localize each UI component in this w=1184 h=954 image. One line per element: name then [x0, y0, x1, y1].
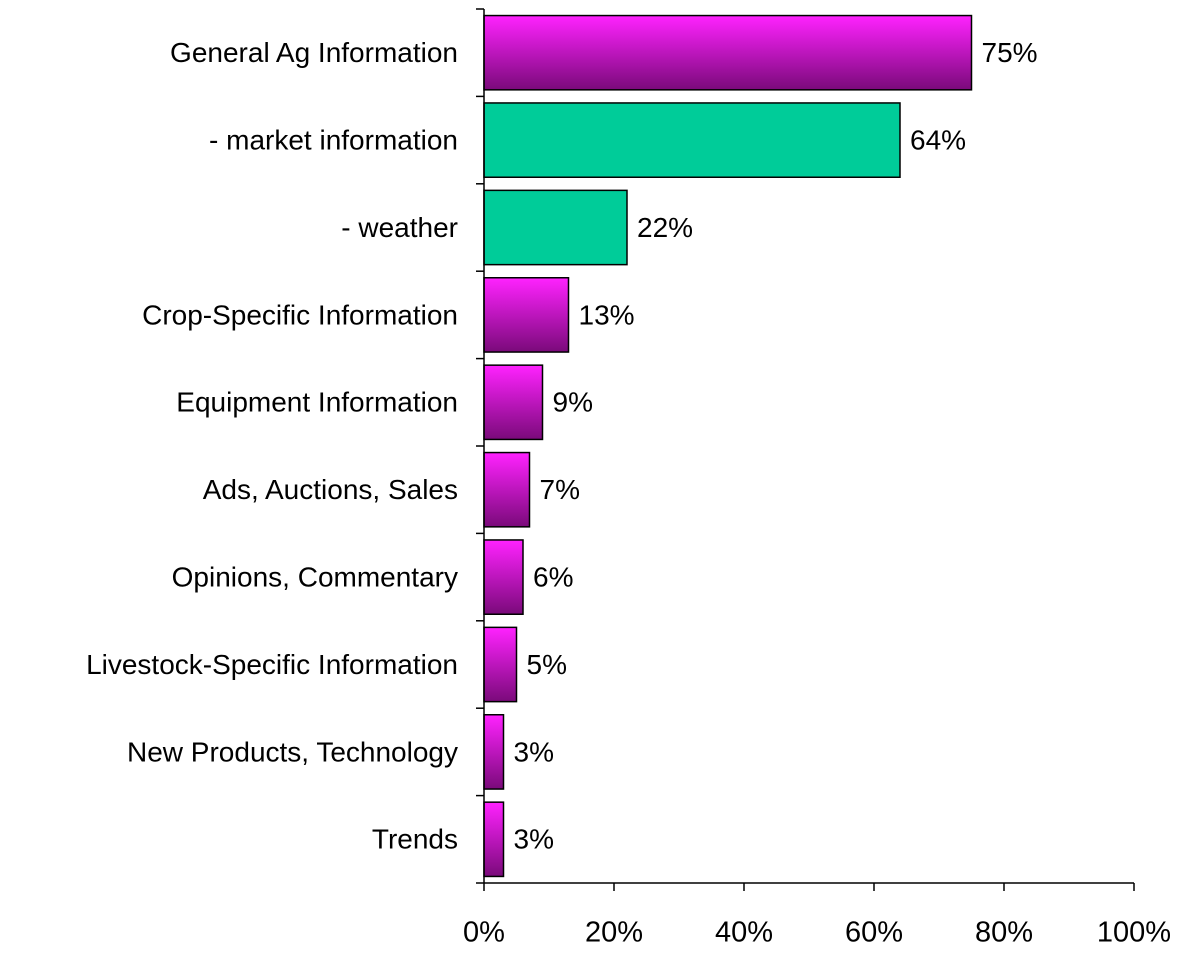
bar [483, 626, 518, 703]
x-tick-label: 100% [1097, 917, 1171, 949]
category-label: - weather [341, 212, 458, 243]
x-tick-label: 60% [845, 917, 903, 949]
x-tick-label: 20% [585, 917, 643, 949]
bar [483, 364, 544, 441]
value-label: 75% [982, 37, 1038, 68]
value-label: 13% [579, 299, 635, 330]
value-label: 9% [553, 387, 593, 418]
category-label: New Products, Technology [127, 736, 458, 767]
value-label: 6% [533, 561, 573, 592]
value-label: 3% [514, 824, 554, 855]
category-label: General Ag Information [170, 37, 458, 68]
x-tick-label: 0% [463, 917, 505, 949]
x-tick-label: 40% [715, 917, 773, 949]
category-label: Equipment Information [176, 387, 458, 418]
bar [483, 539, 524, 615]
value-label: 3% [514, 736, 554, 767]
value-label: 22% [637, 212, 693, 243]
bar [483, 277, 570, 353]
bar [483, 14, 973, 91]
bar [483, 102, 901, 178]
category-label: Crop-Specific Information [142, 299, 458, 330]
value-label: 5% [527, 649, 567, 680]
bar [483, 714, 505, 790]
bar [483, 189, 628, 266]
bar [483, 801, 505, 878]
category-label: - market information [209, 124, 458, 155]
category-label: Livestock-Specific Information [86, 649, 458, 680]
bar [483, 451, 531, 528]
value-label: 64% [910, 124, 966, 155]
category-label: Trends [372, 824, 458, 855]
category-label: Ads, Auctions, Sales [203, 474, 458, 505]
x-tick-label: 80% [975, 917, 1033, 949]
value-label: 7% [540, 474, 580, 505]
category-label: Opinions, Commentary [172, 561, 458, 592]
